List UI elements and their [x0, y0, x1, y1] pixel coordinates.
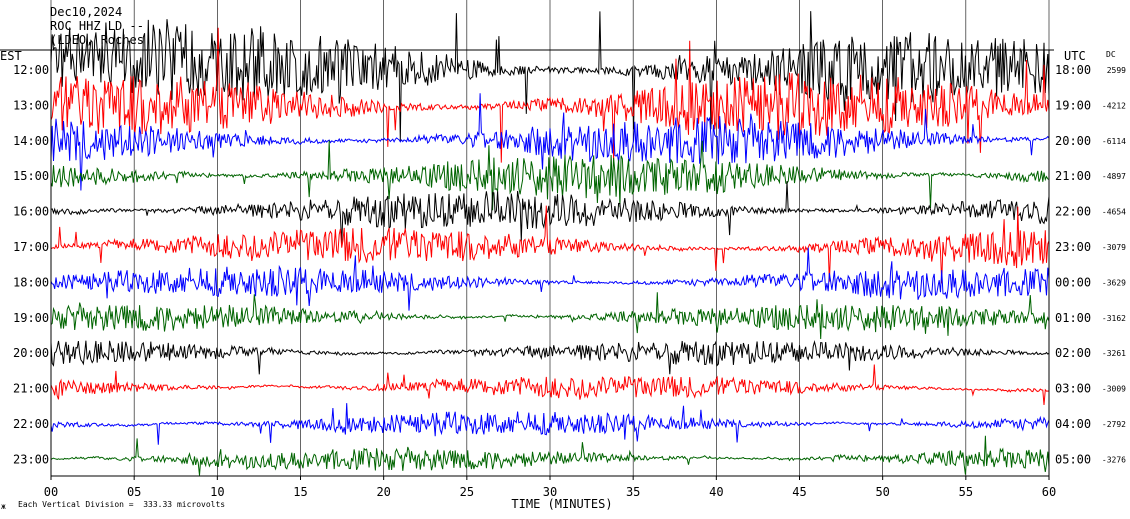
right-hour-label: 05:00: [1055, 452, 1091, 466]
trace-2200: [50, 403, 1050, 445]
right-hour-label: 00:00: [1055, 275, 1091, 289]
left-hour-label: 12:00: [13, 63, 49, 77]
scale-mark: ж: [1, 502, 6, 511]
left-hour-label: 19:00: [13, 311, 49, 325]
right-hour-label: 03:00: [1055, 382, 1091, 396]
left-hour-label: 20:00: [13, 346, 49, 360]
left-hour-label: 15:00: [13, 169, 49, 183]
dc-offset-value: 2599: [1107, 66, 1126, 75]
x-tick-label: 60: [1042, 485, 1056, 499]
x-tick-label: 35: [626, 485, 640, 499]
seismic-traces: [50, 11, 1050, 476]
right-hour-label: 19:00: [1055, 98, 1091, 112]
x-tick-label: 00: [44, 485, 58, 499]
left-hour-label: 13:00: [13, 98, 49, 112]
dc-offset-value: -2792: [1102, 420, 1126, 429]
right-hour-label: 18:00: [1055, 63, 1091, 77]
trace-2100: [50, 364, 1050, 405]
trace-2300: [50, 435, 1050, 476]
dc-offset-value: -3079: [1102, 243, 1126, 252]
x-tick-label: 05: [127, 485, 141, 499]
trace-1700: [50, 205, 1050, 284]
dc-offset-value: -3009: [1102, 385, 1126, 394]
left-hour-label: 23:00: [13, 452, 49, 466]
dc-offset-value: -3276: [1102, 455, 1126, 464]
left-hour-label: 18:00: [13, 275, 49, 289]
x-tick-label: 40: [709, 485, 723, 499]
dc-offset-value: -3261: [1102, 349, 1126, 358]
right-hour-label: 21:00: [1055, 169, 1091, 183]
trace-1200: [50, 11, 1050, 142]
dc-offset-value: -6114: [1102, 137, 1126, 146]
left-hour-label: 17:00: [13, 240, 49, 254]
right-hour-label: 01:00: [1055, 311, 1091, 325]
trace-2000: [50, 339, 1050, 375]
x-tick-label: 15: [293, 485, 307, 499]
dc-title: DC: [1106, 50, 1116, 59]
dc-offset-value: -3629: [1102, 278, 1126, 287]
network-name: (LDEO, Roches: [50, 33, 144, 47]
plot-frame: [0, 49, 1054, 480]
dc-offset-value: -3162: [1102, 314, 1126, 323]
trace-1600: [50, 181, 1050, 245]
trace-1800: [50, 247, 1050, 311]
x-tick-label: 25: [460, 485, 474, 499]
trace-1300: [50, 27, 1050, 163]
left-axis-title: EST: [0, 49, 22, 63]
x-tick-label: 20: [376, 485, 390, 499]
right-hour-label: 02:00: [1055, 346, 1091, 360]
trace-1500: [50, 140, 1050, 211]
scale-note: Each Vertical Division = 333.33 microvol…: [18, 500, 226, 509]
left-hour-label: 16:00: [13, 205, 49, 219]
left-hour-label: 22:00: [13, 417, 49, 431]
right-hour-label: 20:00: [1055, 134, 1091, 148]
right-axis-title: UTC: [1064, 49, 1086, 63]
trace-1400: [50, 93, 1050, 191]
dc-offset-value: -4212: [1102, 101, 1126, 110]
station-code: ROC HHZ LD --: [50, 19, 144, 33]
dc-offset-value: -4654: [1102, 208, 1126, 217]
right-hour-label: 04:00: [1055, 417, 1091, 431]
x-tick-label: 50: [875, 485, 889, 499]
chart-date: Dec10,2024: [50, 5, 123, 19]
left-hour-label: 14:00: [13, 134, 49, 148]
x-tick-label: 45: [792, 485, 806, 499]
trace-1900: [50, 292, 1050, 340]
x-tick-label: 10: [210, 485, 224, 499]
right-hour-label: 23:00: [1055, 240, 1091, 254]
x-tick-label: 55: [959, 485, 973, 499]
x-tick-label: 30: [543, 485, 557, 499]
left-hour-label: 21:00: [13, 382, 49, 396]
dc-offset-value: -4897: [1102, 172, 1126, 181]
right-hour-label: 22:00: [1055, 205, 1091, 219]
x-axis-title: TIME (MINUTES): [511, 497, 612, 511]
axis-labels: EST UTC DC 12:00 18:00 2599 13:00 19:00 -4212 14:…: [0, 49, 1126, 511]
